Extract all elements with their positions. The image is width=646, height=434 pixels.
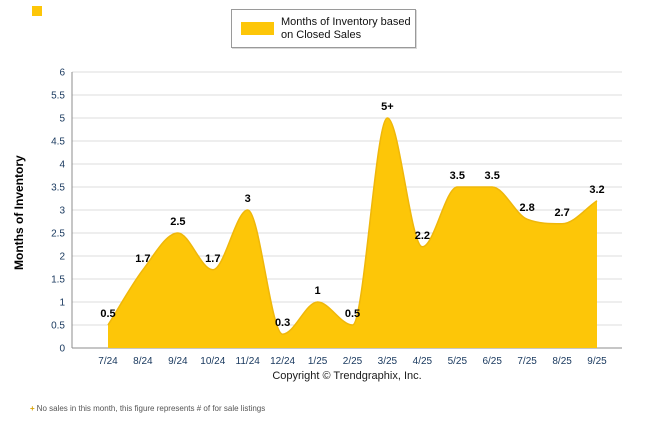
x-tick-label: 7/24 — [98, 356, 118, 367]
y-tick-label: 4.5 — [51, 137, 65, 148]
area-fill — [108, 118, 597, 348]
footnote: + No sales in this month, this figure rep… — [30, 404, 265, 413]
x-tick-label: 8/24 — [133, 356, 153, 367]
y-tick-label: 1.5 — [51, 275, 65, 286]
legend: Months of Inventory based on Closed Sale… — [231, 9, 416, 48]
corner-color-swatch — [32, 6, 42, 16]
x-tick-label: 2/25 — [343, 356, 363, 367]
x-tick-label: 3/25 — [378, 356, 398, 367]
data-label: 3 — [245, 193, 251, 205]
data-label: 0.5 — [100, 308, 115, 320]
x-tick-label: 10/24 — [200, 356, 225, 367]
footnote-text: No sales in this month, this figure repr… — [36, 404, 266, 413]
data-label: 1.7 — [135, 253, 150, 265]
y-tick-label: 5.5 — [51, 91, 65, 102]
y-tick-label: 3.5 — [51, 183, 65, 194]
data-label: 2.2 — [415, 230, 430, 242]
y-tick-label: 3 — [59, 206, 65, 217]
y-tick-label: 0.5 — [51, 321, 65, 332]
y-tick-label: 2 — [59, 252, 65, 263]
copyright-text: Copyright © Trendgraphix, Inc. — [272, 370, 422, 382]
data-label: 5+ — [381, 101, 394, 113]
data-label: 0.5 — [345, 308, 360, 320]
x-tick-label: 1/25 — [308, 356, 328, 367]
legend-label-line1: Months of Inventory based — [281, 15, 411, 28]
data-label: 3.5 — [450, 170, 465, 182]
y-tick-label: 4 — [59, 160, 65, 171]
data-label: 0.3 — [275, 317, 290, 329]
x-tick-label: 5/25 — [448, 356, 468, 367]
data-label: 1.7 — [205, 253, 220, 265]
data-label: 2.7 — [554, 207, 569, 219]
x-tick-label: 4/25 — [413, 356, 433, 367]
x-tick-label: 7/25 — [517, 356, 537, 367]
x-tick-label: 11/24 — [236, 356, 261, 367]
y-tick-label: 0 — [59, 344, 65, 355]
legend-label-line2: on Closed Sales — [281, 28, 362, 41]
y-tick-label: 5 — [59, 114, 65, 125]
data-label: 3.5 — [485, 170, 500, 182]
legend-label: Months of Inventory based on Closed Sale… — [281, 16, 411, 42]
x-tick-label: 9/25 — [587, 356, 607, 367]
y-tick-label: 1 — [59, 298, 65, 309]
footnote-marker: + — [30, 404, 35, 413]
x-tick-label: 12/24 — [270, 356, 295, 367]
legend-series-swatch — [241, 22, 274, 35]
data-label: 1 — [315, 285, 321, 297]
data-label: 2.8 — [519, 202, 534, 214]
x-tick-label: 6/25 — [482, 356, 502, 367]
y-tick-label: 6 — [59, 68, 65, 79]
x-tick-label: 9/24 — [168, 356, 188, 367]
x-tick-label: 8/25 — [552, 356, 572, 367]
data-label: 2.5 — [170, 216, 185, 228]
area-outline — [107, 117, 598, 335]
data-label: 3.2 — [589, 184, 604, 196]
y-tick-label: 2.5 — [51, 229, 65, 240]
